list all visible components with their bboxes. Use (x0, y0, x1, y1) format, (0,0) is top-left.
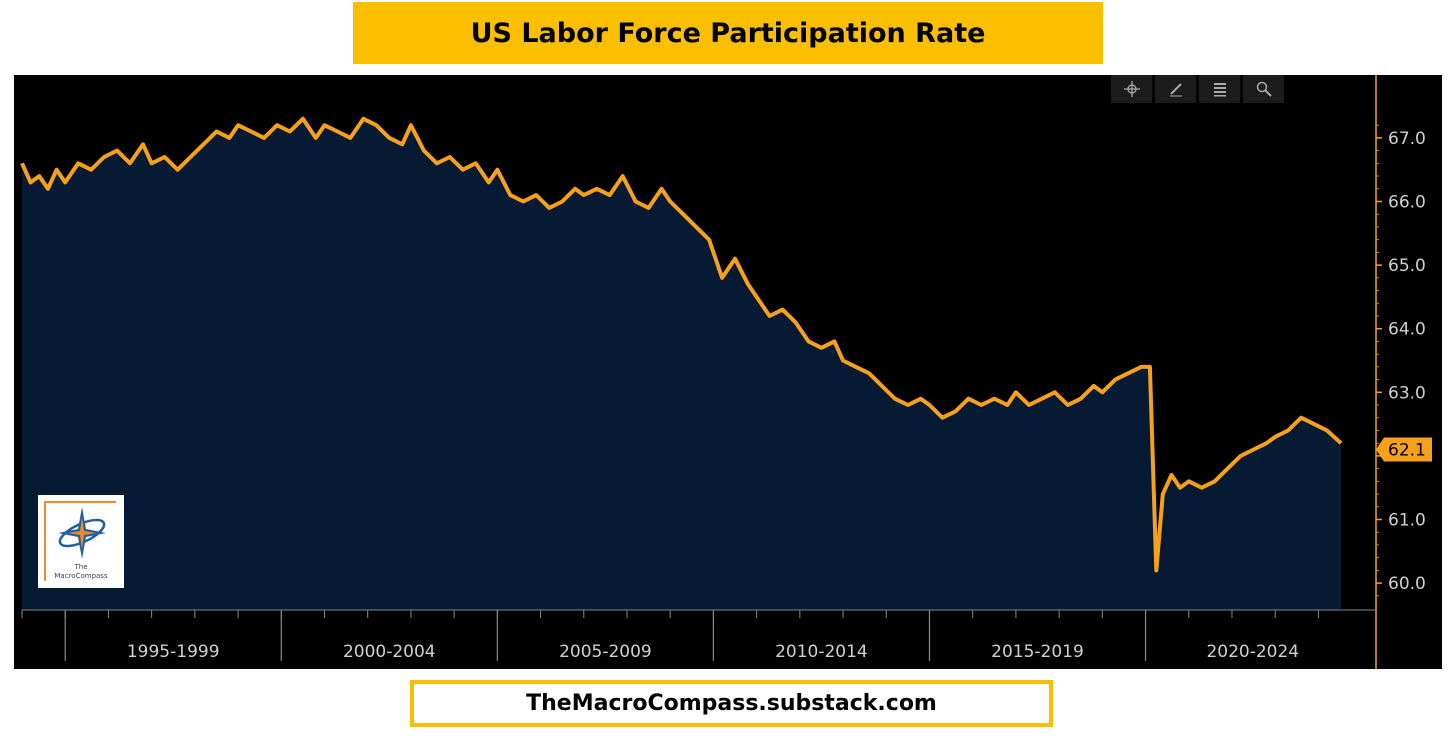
compass-star-icon (58, 507, 106, 559)
x-tick-label: 1995-1999 (127, 642, 220, 662)
last-value-marker (1376, 437, 1432, 462)
y-tick-label: 67.0 (1388, 129, 1426, 149)
x-tick-label: 2020-2024 (1206, 642, 1299, 662)
series-line (20, 116, 1343, 573)
x-tick-label: 2010-2014 (775, 642, 868, 662)
logo-line-1: The (74, 563, 88, 571)
last-value-label: 62.1 (1388, 441, 1426, 461)
y-tick-label: 61.0 (1388, 511, 1426, 531)
logo-frame (44, 501, 116, 581)
y-tick-label: 60.0 (1388, 574, 1426, 594)
chart-panel: 60.0 61.0 63.0 64.0 65.0 66.0 67.0 62.1 1995-199… (14, 75, 1442, 669)
macrocompass-logo: The MacroCompass (38, 495, 124, 588)
y-tick-label: 65.0 (1388, 256, 1426, 276)
crosshair-tool-button[interactable] (1111, 75, 1152, 103)
pen-icon (1169, 83, 1182, 97)
y-tick-label: 63.0 (1388, 383, 1426, 403)
zoom-tool-button[interactable] (1243, 75, 1284, 103)
legend-tool-button[interactable] (1199, 75, 1240, 103)
list-icon (1213, 83, 1226, 97)
y-tick-label: 66.0 (1388, 193, 1426, 213)
footer-banner[interactable]: TheMacroCompass.substack.com (410, 680, 1053, 727)
chart-svg: 60.0 61.0 63.0 64.0 65.0 66.0 67.0 62.1 1995-199… (20, 75, 1432, 669)
zoom-icon (1256, 81, 1272, 97)
logo-line-2: MacroCompass (54, 572, 108, 580)
x-tick-label: 2005-2009 (559, 642, 652, 662)
x-tick-label: 2015-2019 (991, 642, 1084, 662)
chart-toolbar (1111, 75, 1284, 103)
x-tick-label: 2000-2004 (343, 642, 436, 662)
draw-tool-button[interactable] (1155, 75, 1196, 103)
crosshair-icon (1123, 81, 1140, 97)
chart-title: US Labor Force Participation Rate (470, 17, 986, 49)
area-fill (22, 118, 1341, 611)
y-tick-label: 64.0 (1388, 320, 1426, 340)
footer-url: TheMacroCompass.substack.com (526, 691, 937, 716)
chart-title-banner: US Labor Force Participation Rate (353, 2, 1103, 64)
